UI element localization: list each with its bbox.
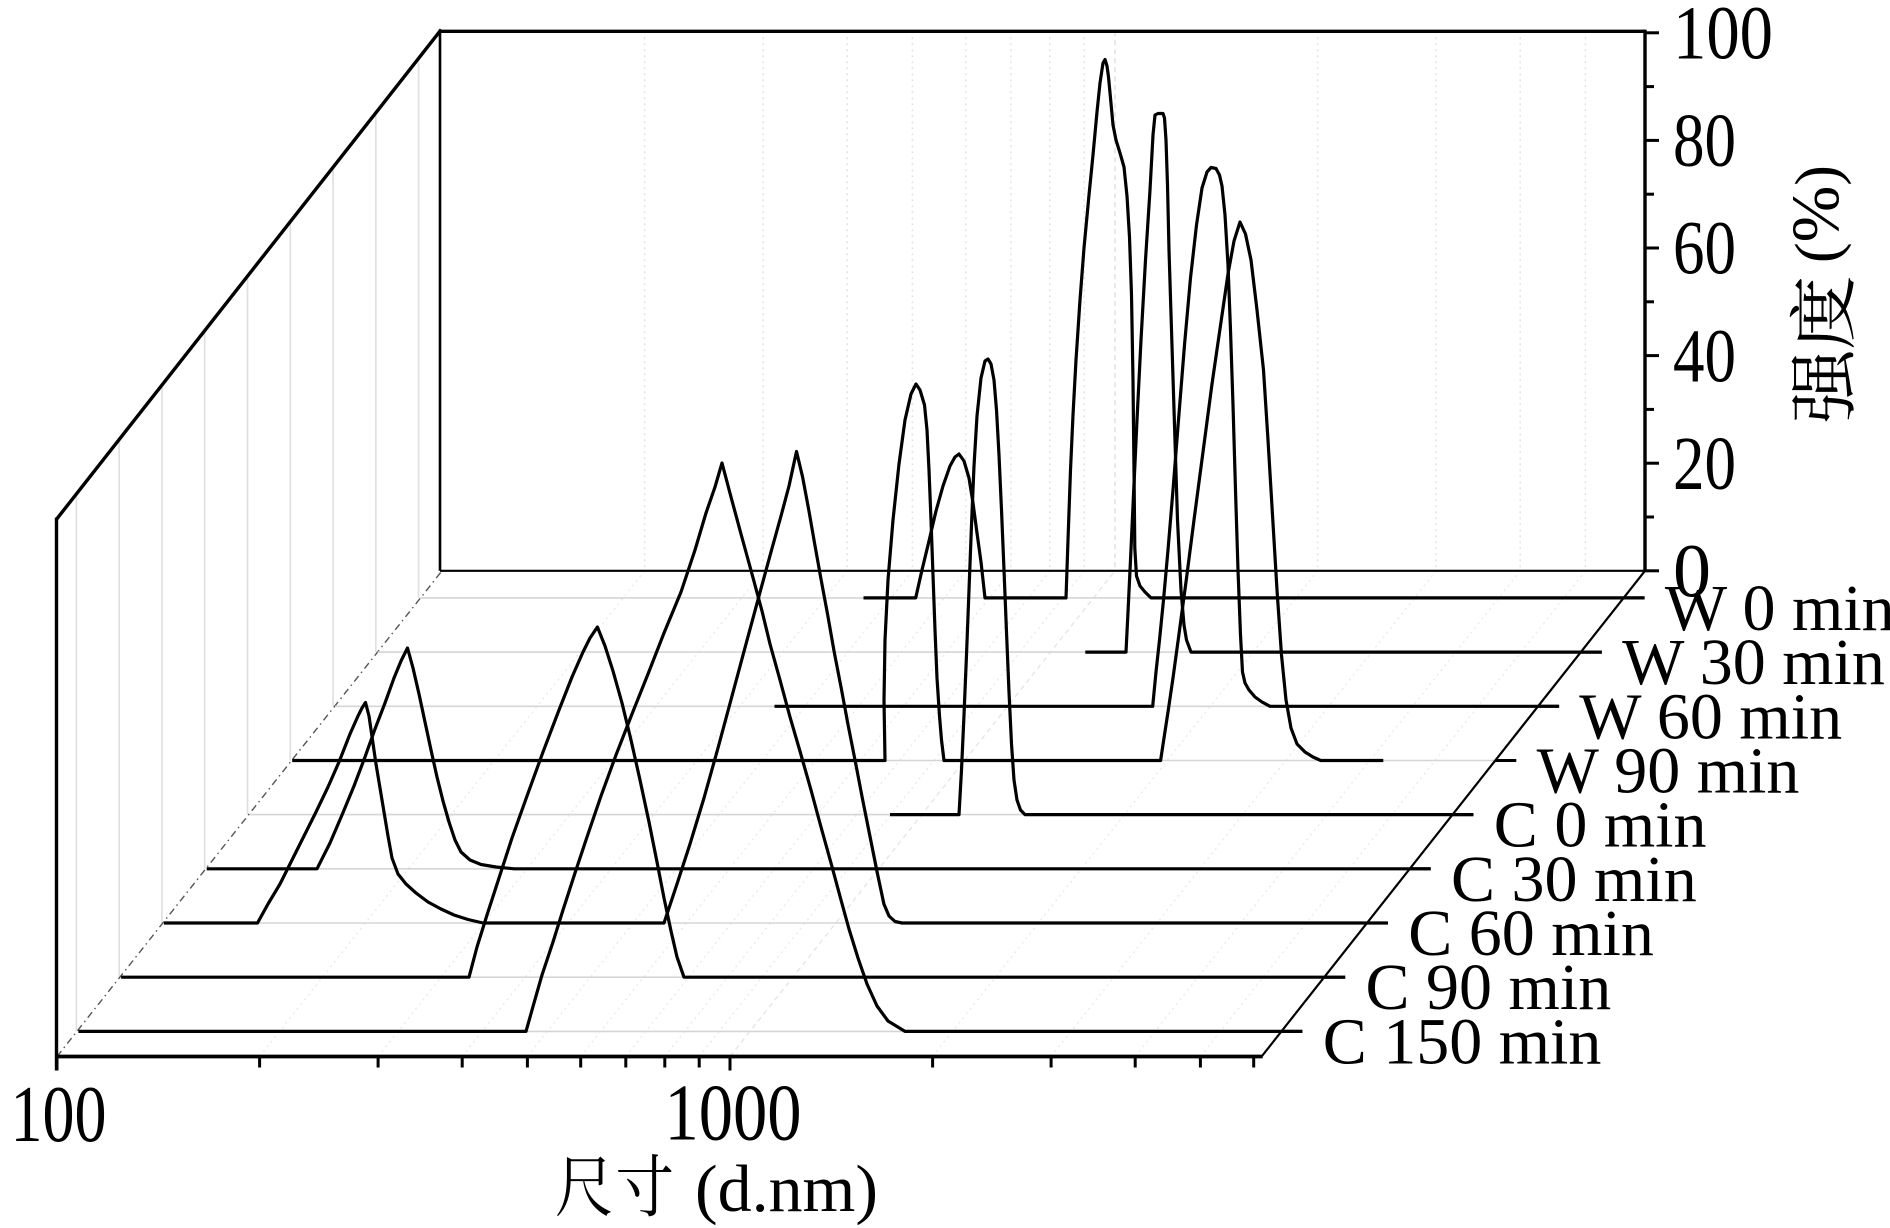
svg-text:C 60 min: C 60 min — [1408, 897, 1654, 970]
svg-text:W 90 min: W 90 min — [1537, 735, 1800, 808]
svg-text:40: 40 — [1673, 314, 1736, 398]
svg-text:100: 100 — [1673, 0, 1773, 76]
svg-text:W 60 min: W 60 min — [1579, 680, 1842, 753]
svg-text:80: 80 — [1673, 99, 1736, 183]
svg-text:20: 20 — [1673, 422, 1736, 506]
svg-text:0: 0 — [1673, 530, 1711, 614]
svg-text:60: 60 — [1673, 207, 1736, 291]
svg-text:C 30 min: C 30 min — [1451, 843, 1697, 916]
svg-text:C 90 min: C 90 min — [1366, 951, 1612, 1024]
svg-text:(%): (%) — [1777, 165, 1853, 263]
svg-text:C 150 min: C 150 min — [1323, 1005, 1602, 1078]
svg-text:100: 100 — [11, 1071, 107, 1159]
svg-text:1000: 1000 — [665, 1070, 802, 1158]
svg-text:W 30 min: W 30 min — [1622, 626, 1885, 699]
svg-text:(d.nm): (d.nm) — [695, 1152, 878, 1226]
svg-text:C 0 min: C 0 min — [1494, 789, 1707, 862]
svg-text:W 0 min: W 0 min — [1665, 572, 1890, 645]
